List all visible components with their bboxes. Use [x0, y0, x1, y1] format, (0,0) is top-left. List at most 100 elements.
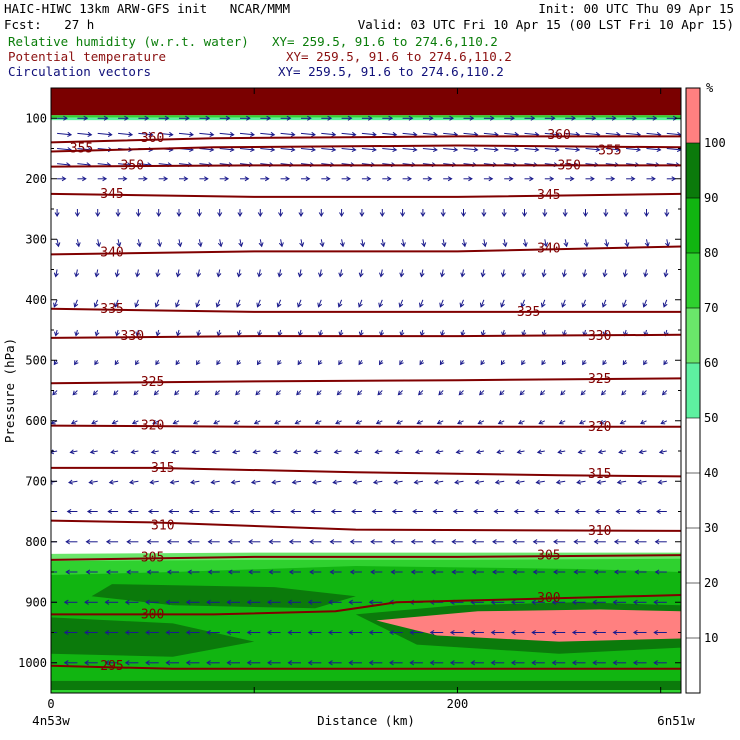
wind-vector-head	[332, 479, 338, 485]
wind-vector-head	[398, 302, 404, 308]
theta-contour-label: 335	[517, 305, 540, 320]
wind-vector-head	[277, 360, 282, 366]
wind-vector	[300, 239, 303, 247]
wind-vector-head	[267, 629, 272, 636]
wind-vector-head	[550, 115, 556, 121]
colorbar-tick-label: 60	[704, 356, 718, 370]
wind-vector	[377, 390, 383, 396]
wind-vector	[617, 480, 627, 484]
wind-vector-head	[54, 331, 59, 337]
wind-vector-head	[236, 272, 242, 278]
wind-vector-head	[249, 508, 255, 515]
wind-vector	[90, 450, 98, 453]
wind-vector-head	[329, 569, 335, 575]
theta-contour-label: 330	[588, 329, 611, 344]
wind-vector	[585, 148, 600, 151]
wind-vector-head	[351, 508, 356, 515]
wind-vector-head	[452, 508, 458, 515]
wind-vector	[396, 420, 403, 425]
wind-vector-head	[293, 449, 298, 455]
rh-legend-xy: XY= 259.5, 91.6 to 274.6,110.2	[272, 34, 498, 49]
wind-vector	[316, 390, 322, 396]
wind-vector-head	[470, 660, 476, 666]
wind-vector-head	[328, 599, 333, 605]
wind-vector-head	[271, 479, 277, 485]
wind-vector	[434, 480, 444, 484]
wind-vector-head	[351, 131, 357, 137]
wind-vector-head	[227, 539, 233, 545]
wind-vector	[212, 450, 220, 453]
wind-vector-head	[471, 539, 477, 545]
wind-vector-head	[613, 539, 619, 545]
wind-vector	[498, 420, 505, 425]
wind-vector	[77, 132, 92, 136]
y-tick-label: 600	[25, 414, 47, 428]
wind-vector-head	[175, 302, 180, 308]
wind-vector	[503, 239, 507, 247]
wind-vector-head	[330, 508, 336, 515]
y-axis-label: Pressure (hPa)	[2, 338, 17, 443]
x-tick-label: 200	[447, 697, 469, 711]
wind-vector-head	[278, 242, 284, 248]
theta-contour-label: 340	[100, 246, 123, 261]
theta-contour-label: 325	[588, 372, 611, 387]
theta-contour-label: 295	[100, 659, 123, 674]
wind-vector	[436, 450, 444, 453]
wind-vector-head	[96, 242, 101, 248]
wind-vector	[335, 420, 342, 425]
wind-vector	[361, 148, 376, 151]
wind-vector-head	[110, 449, 116, 455]
wind-vector-head	[256, 360, 262, 366]
wind-vector	[216, 299, 221, 307]
wind-vector	[219, 239, 222, 247]
wind-vector-head	[290, 147, 296, 153]
wind-vector	[234, 420, 241, 425]
wind-vector	[660, 420, 668, 425]
wind-vector-head	[114, 360, 120, 366]
wind-vector-head	[157, 242, 162, 248]
wind-vector-head	[479, 390, 484, 396]
wind-vector	[463, 132, 478, 136]
y-tick-label: 500	[25, 353, 47, 367]
wind-vector	[483, 239, 486, 247]
wind-vector	[129, 480, 139, 484]
wind-vector	[601, 390, 607, 396]
wind-vector-head	[358, 272, 364, 278]
wind-vector-head	[311, 147, 316, 153]
wind-vector	[400, 269, 404, 277]
wind-vector-head	[270, 131, 276, 137]
wind-vector-head	[634, 569, 640, 575]
wind-vectors	[51, 115, 681, 666]
wind-vector-head	[311, 131, 316, 137]
wind-vector-head	[497, 419, 503, 425]
wind-vector-head	[230, 479, 236, 485]
wind-vector-head	[439, 360, 445, 366]
wind-vector	[519, 390, 525, 396]
wind-vector-head	[116, 242, 122, 248]
wind-vector-head	[474, 479, 480, 485]
rh-region	[51, 680, 681, 690]
wind-vector-head	[400, 212, 406, 217]
wind-vector	[158, 163, 172, 166]
wind-vector-head	[235, 390, 240, 396]
wind-vector	[638, 480, 647, 484]
wind-vector-head	[338, 360, 343, 366]
wind-vector-head	[432, 508, 438, 515]
wind-vector-head	[257, 212, 263, 217]
wind-vector-head	[207, 539, 213, 545]
wind-vector-head	[521, 272, 527, 278]
wind-vector-head	[309, 569, 314, 575]
wind-vector-head	[53, 272, 59, 278]
wind-vector-head	[211, 449, 217, 455]
wind-vector	[300, 148, 316, 151]
wind-vector	[97, 163, 111, 166]
wind-vector-head	[551, 599, 557, 605]
wind-vector-head	[595, 147, 601, 153]
colorbar-tick-label: 70	[704, 301, 718, 315]
wind-vector	[197, 269, 200, 277]
wind-vector-head	[561, 360, 567, 366]
wind-vector	[170, 480, 180, 484]
wind-vector-head	[94, 360, 99, 366]
wind-vector-head	[128, 131, 134, 137]
colorbar: 10 20 30 40 50 60 70 80 90 100%	[685, 81, 726, 694]
